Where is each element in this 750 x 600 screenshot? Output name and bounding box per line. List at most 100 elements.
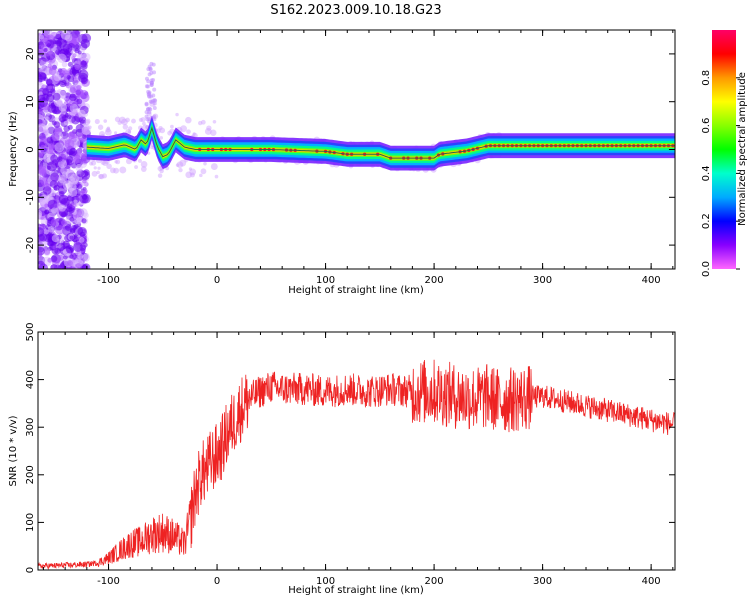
- heatmap-speckle: [118, 116, 126, 124]
- heatmap-speckle: [58, 174, 67, 184]
- heatmap-speckle: [76, 183, 83, 190]
- heatmap-speckle: [38, 108, 44, 115]
- heatmap-speckle: [80, 47, 86, 53]
- heatmap-speckle: [62, 43, 73, 54]
- heatmap-speckle: [77, 50, 82, 55]
- heatmap-speckle: [212, 120, 217, 124]
- heatmap-speckle: [90, 160, 97, 166]
- snr-frame: [37, 331, 676, 571]
- heatmap-speckle: [44, 248, 51, 256]
- heatmap-speckle: [82, 134, 87, 139]
- heatmap-speckle: [82, 194, 88, 200]
- heatmap-speckle: [89, 161, 94, 166]
- heatmap-speckle: [188, 167, 193, 171]
- heatmap-speckle: [63, 120, 69, 126]
- heatmap-speckle: [144, 84, 149, 89]
- heatmap-speckle: [204, 128, 212, 135]
- heatmap-speckle: [104, 128, 112, 136]
- heatmap-speckle: [93, 166, 97, 170]
- heatmap-speckle: [65, 244, 75, 254]
- colorbar-tick-label: 0.0: [701, 261, 712, 277]
- heatmap-speckle: [192, 132, 196, 136]
- heatmap-speckle: [60, 219, 68, 226]
- y-tick-label: -20: [25, 237, 36, 253]
- heatmap-speckle: [42, 186, 52, 195]
- heatmap-speckle: [175, 163, 180, 167]
- heatmap-speckle: [67, 259, 73, 266]
- heatmap-speckle: [54, 224, 65, 235]
- heatmap-speckle: [149, 81, 154, 86]
- heatmap-speckle: [200, 119, 206, 125]
- x-tick-label: 200: [425, 576, 444, 587]
- heatmap-speckle: [80, 60, 87, 66]
- heatmap-speckle: [100, 160, 106, 165]
- heatmap-speckle: [148, 107, 153, 112]
- heatmap-speckle: [45, 116, 50, 122]
- heatmap-speckle: [38, 164, 43, 169]
- y-tick-label: 200: [25, 465, 36, 484]
- heatmap-speckle: [98, 174, 104, 179]
- heatmap-speckle: [121, 118, 128, 126]
- heatmap-speckle: [178, 167, 183, 173]
- heatmap-speckle: [159, 127, 166, 134]
- heatmap-speckle: [69, 254, 74, 259]
- y-tick-label: 300: [25, 418, 36, 437]
- heatmap-speckle: [67, 75, 75, 83]
- colorbar-gradient: [712, 30, 736, 269]
- heatmap-speckle: [52, 92, 61, 101]
- heatmap-speckle: [43, 47, 48, 53]
- spectrogram-ridge-line: [86, 126, 675, 159]
- snr-plot-area: [38, 332, 675, 570]
- heatmap-speckle: [117, 120, 123, 125]
- heatmap-speckle: [155, 128, 161, 134]
- heatmap-speckle: [140, 117, 146, 123]
- y-tick-label: 20: [25, 48, 36, 61]
- snr-ylabel: SNR (10 * v/v): [8, 415, 19, 486]
- heatmap-speckle: [98, 173, 105, 180]
- heatmap-speckle: [140, 166, 147, 172]
- heatmap-speckle: [61, 114, 69, 122]
- heatmap-speckle: [59, 79, 67, 88]
- snr-series-line: [37, 359, 676, 570]
- heatmap-speckle: [74, 44, 80, 49]
- heatmap-speckle: [152, 101, 157, 106]
- heatmap-speckle: [146, 67, 151, 72]
- heatmap-speckle: [149, 61, 154, 66]
- heatmap-speckle: [134, 165, 139, 170]
- snr-ticks: -100 0 100 200 300 400 0 100 200 300 400 500: [25, 322, 675, 587]
- heatmap-speckle: [68, 207, 75, 214]
- heatmap-speckle: [46, 43, 51, 48]
- heatmap-speckle: [91, 170, 98, 177]
- x-tick-label: 0: [214, 275, 220, 286]
- heatmap-speckle: [144, 101, 149, 106]
- heatmap-speckle: [119, 166, 127, 174]
- x-tick-label: -100: [97, 275, 120, 286]
- heatmap-speckle: [72, 53, 77, 58]
- heatmap-band: [86, 125, 675, 161]
- heatmap-speckle: [48, 85, 53, 90]
- heatmap-speckle: [71, 115, 80, 125]
- heatmap-speckle: [79, 237, 85, 243]
- heatmap-speckle: [138, 117, 143, 122]
- heatmap-speckle: [49, 180, 58, 188]
- heatmap-speckle: [167, 130, 173, 136]
- heatmap-speckle: [79, 231, 86, 237]
- colorbar-label: Normalized spectral amplitude: [737, 72, 748, 226]
- heatmap-speckle: [101, 173, 107, 179]
- heatmap-speckle: [81, 152, 88, 159]
- heatmap-speckle: [50, 218, 59, 226]
- heatmap-speckle: [38, 94, 46, 103]
- heatmap-speckle: [159, 136, 163, 140]
- heatmap-speckle: [40, 144, 46, 150]
- heatmap-speckle: [78, 30, 84, 33]
- x-tick-label: 100: [316, 576, 335, 587]
- heatmap-speckle: [46, 93, 55, 103]
- heatmap-speckle: [114, 131, 118, 135]
- heatmap-speckle: [39, 72, 47, 80]
- heatmap-speckle: [210, 129, 217, 136]
- heatmap-band: [86, 123, 675, 163]
- heatmap-speckle: [84, 119, 90, 126]
- y-tick-label: 400: [25, 370, 36, 389]
- heatmap-speckle: [214, 174, 219, 179]
